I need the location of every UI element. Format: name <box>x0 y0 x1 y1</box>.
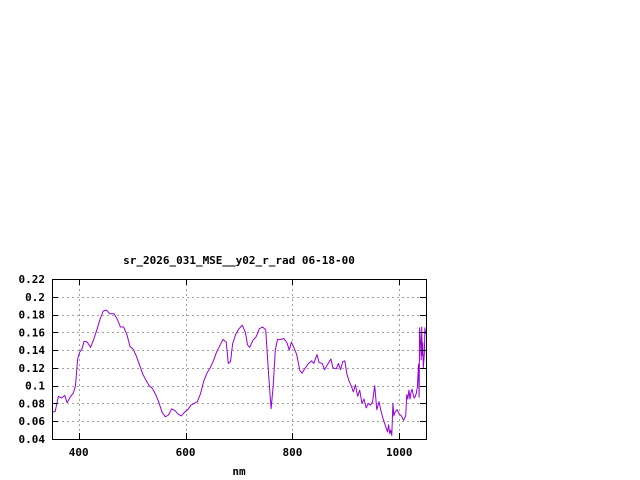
y-axis: 0.04 0.06 0.08 0.1 0.12 0.14 0.16 0.18 0.2 0.22 <box>19 273 46 446</box>
y-tick-label: 0.08 <box>19 397 46 410</box>
plot-frame <box>52 279 427 440</box>
grid-lines <box>52 279 426 439</box>
y-tick-label: 0.16 <box>19 326 46 339</box>
y-tick-label: 0.22 <box>19 273 46 286</box>
y-tick-label: 0.18 <box>19 309 46 322</box>
chart-title: sr_2026_031_MSE__y02_r_rad 06-18-00 <box>123 254 355 267</box>
series-line <box>51 309 427 436</box>
x-axis: 400 600 800 1000 <box>69 446 413 459</box>
x-tick-label: 1000 <box>386 446 413 459</box>
y-tick-label: 0.12 <box>19 362 46 375</box>
y-tick-label: 0.04 <box>19 433 46 446</box>
y-tick-label: 0.06 <box>19 415 46 428</box>
x-tick-label: 800 <box>282 446 302 459</box>
y-tick-label: 0.1 <box>25 380 45 393</box>
x-tick-label: 400 <box>69 446 89 459</box>
y-tick-label: 0.14 <box>19 344 46 357</box>
y-tick-label: 0.2 <box>25 291 45 304</box>
x-tick-label: 600 <box>176 446 196 459</box>
plot-area <box>51 309 427 436</box>
x-axis-label: nm <box>232 465 246 478</box>
axis-ticks <box>52 279 426 440</box>
